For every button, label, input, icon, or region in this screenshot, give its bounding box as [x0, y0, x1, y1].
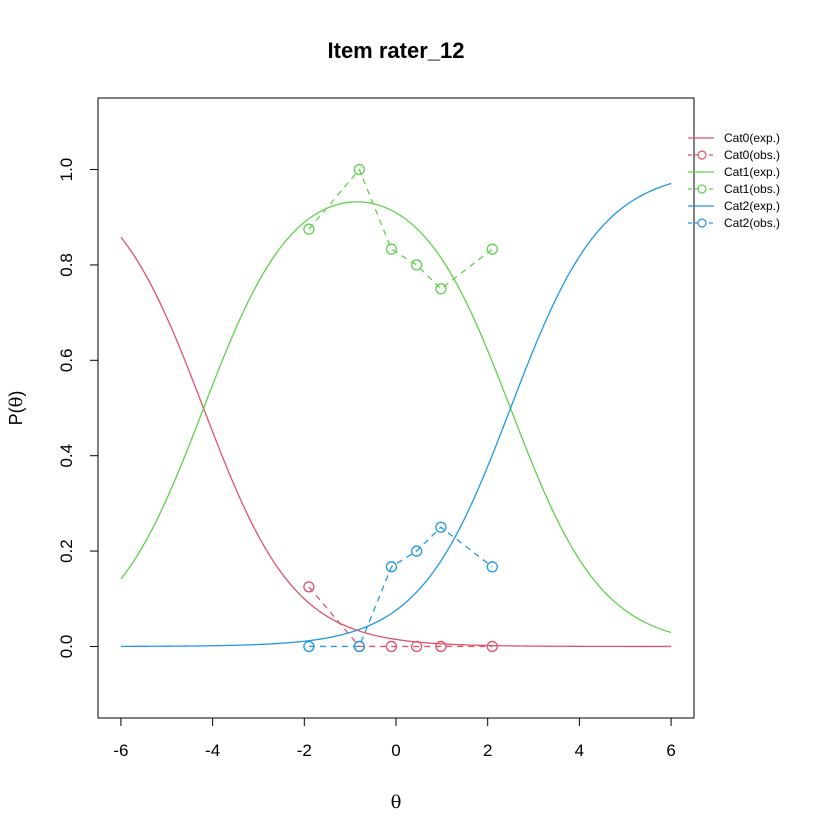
- x-tick-label: 0: [391, 741, 400, 760]
- x-tick-label: 4: [575, 741, 584, 760]
- y-tick-label: 1.0: [57, 158, 76, 182]
- observed-point: [410, 545, 423, 557]
- series-observed-line: [308, 586, 493, 648]
- observed-point: [353, 640, 365, 653]
- series-cat0-expected-curve: [120, 236, 672, 648]
- legend-item: Cat1(obs.): [688, 182, 780, 196]
- y-axis-label-prefix: P(: [6, 407, 26, 425]
- y-tick-label: 0.8: [57, 253, 76, 277]
- y-axis-label: P(θ): [6, 391, 27, 426]
- x-axis-label: θ: [391, 792, 402, 813]
- y-tick-label: 0.4: [57, 444, 76, 468]
- x-tick-label: 6: [666, 741, 675, 760]
- observed-point: [435, 283, 447, 295]
- observed-point: [435, 521, 447, 533]
- series-cat2-expected-curve: [120, 182, 672, 648]
- y-axis: 0.0 0.2 0.4 0.6 0.8 1.0: [57, 158, 99, 659]
- x-tick-label: -4: [205, 741, 220, 760]
- observed-point: [303, 640, 315, 653]
- y-tick-label: 0.6: [57, 348, 76, 372]
- x-tick-label: 2: [483, 741, 492, 760]
- legend-label: Cat1(obs.): [724, 182, 780, 196]
- x-axis: -6 -4 -2 0 2 4 6: [113, 717, 676, 760]
- legend-label: Cat0(exp.): [724, 131, 780, 145]
- plot-frame: [97, 97, 695, 719]
- legend-item: Cat0(exp.): [688, 131, 780, 145]
- y-axis-label-suffix: ): [6, 391, 26, 397]
- observed-point: [410, 259, 423, 271]
- legend-marker: [697, 218, 707, 228]
- observed-point: [410, 640, 423, 653]
- y-tick-label: 0.2: [57, 539, 76, 563]
- legend-item: Cat1(exp.): [688, 165, 780, 179]
- series-observed-line: [308, 526, 493, 648]
- observed-point: [385, 243, 398, 255]
- observed-point: [486, 561, 498, 573]
- series-cat1-expected-curve: [120, 201, 672, 634]
- legend-label: Cat0(obs.): [724, 148, 780, 162]
- observed-point: [303, 581, 315, 593]
- observed-point: [486, 640, 498, 653]
- legend-item: Cat0(obs.): [688, 148, 780, 162]
- x-tick-label: -2: [297, 741, 312, 760]
- series-layer: [120, 163, 672, 653]
- legend-label: Cat1(exp.): [724, 165, 780, 179]
- legend-label: Cat2(obs.): [724, 216, 780, 230]
- observed-point: [385, 561, 398, 573]
- legend-item: Cat2(obs.): [688, 216, 780, 230]
- legend-marker: [697, 150, 707, 160]
- observed-point: [435, 640, 447, 653]
- series-observed-line: [308, 168, 493, 290]
- observed-point: [486, 243, 498, 255]
- chart-title: Item rater_12: [328, 38, 465, 63]
- legend-label: Cat2(exp.): [724, 199, 780, 213]
- y-tick-label: 0.0: [57, 635, 76, 659]
- observed-point: [385, 640, 398, 653]
- y-axis-label-symbol: θ: [6, 397, 27, 408]
- x-tick-label: -6: [113, 741, 128, 760]
- legend-item: Cat2(exp.): [688, 199, 780, 213]
- legend-marker: [697, 184, 707, 194]
- observed-point: [303, 223, 315, 235]
- legend: Cat0(exp.) Cat0(obs.) Cat1(exp.) Cat1(obs.)…: [688, 131, 780, 230]
- observed-point: [353, 163, 365, 176]
